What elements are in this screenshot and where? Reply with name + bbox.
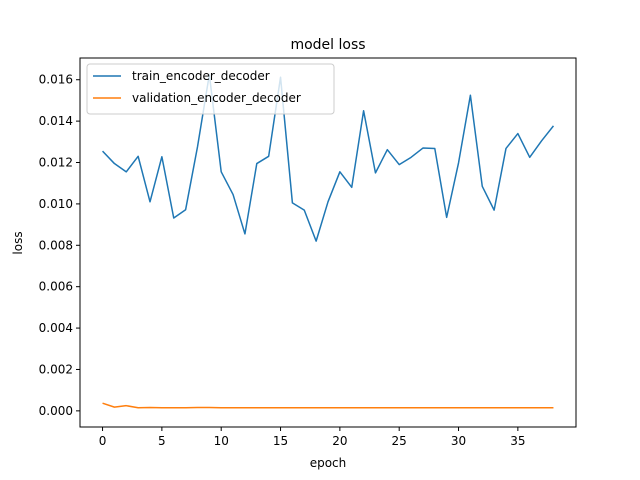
chart-title: model loss	[290, 37, 365, 53]
legend-box	[86, 63, 335, 115]
y-tick-label: 0.000	[39, 404, 73, 418]
series-line-train	[102, 73, 555, 242]
x-tick-label: 5	[158, 434, 166, 448]
series-layer	[102, 73, 555, 409]
y-axis-label: loss	[11, 231, 25, 254]
legend-label-train: train_encoder_decoder	[132, 69, 270, 83]
y-tick-label: 0.014	[39, 114, 73, 128]
x-tick-label: 0	[99, 434, 107, 448]
legend: train_encoder_decoder validation_encoder…	[86, 63, 335, 115]
y-tick-label: 0.010	[39, 197, 73, 211]
y-axis: 0.000 0.002 0.004 0.006 0.008 0.010 0.012 0.014…	[39, 73, 80, 418]
x-tick-label: 25	[392, 434, 407, 448]
y-tick-label: 0.008	[39, 238, 73, 252]
x-tick-label: 30	[451, 434, 466, 448]
y-tick-label: 0.004	[39, 321, 73, 335]
series-line-validation	[102, 402, 554, 409]
x-tick-label: 20	[332, 434, 347, 448]
x-tick-label: 35	[510, 434, 525, 448]
x-axis: 0 5 10 15 20 25 30 35	[99, 427, 525, 448]
x-axis-label: epoch	[310, 456, 347, 470]
x-tick-label: 10	[214, 434, 229, 448]
x-tick-label: 15	[273, 434, 288, 448]
legend-label-validation: validation_encoder_decoder	[132, 91, 301, 105]
y-tick-label: 0.016	[39, 73, 73, 87]
y-tick-label: 0.012	[39, 156, 73, 170]
y-tick-label: 0.002	[39, 362, 73, 376]
y-tick-label: 0.006	[39, 280, 73, 294]
plot-frame	[79, 57, 577, 428]
